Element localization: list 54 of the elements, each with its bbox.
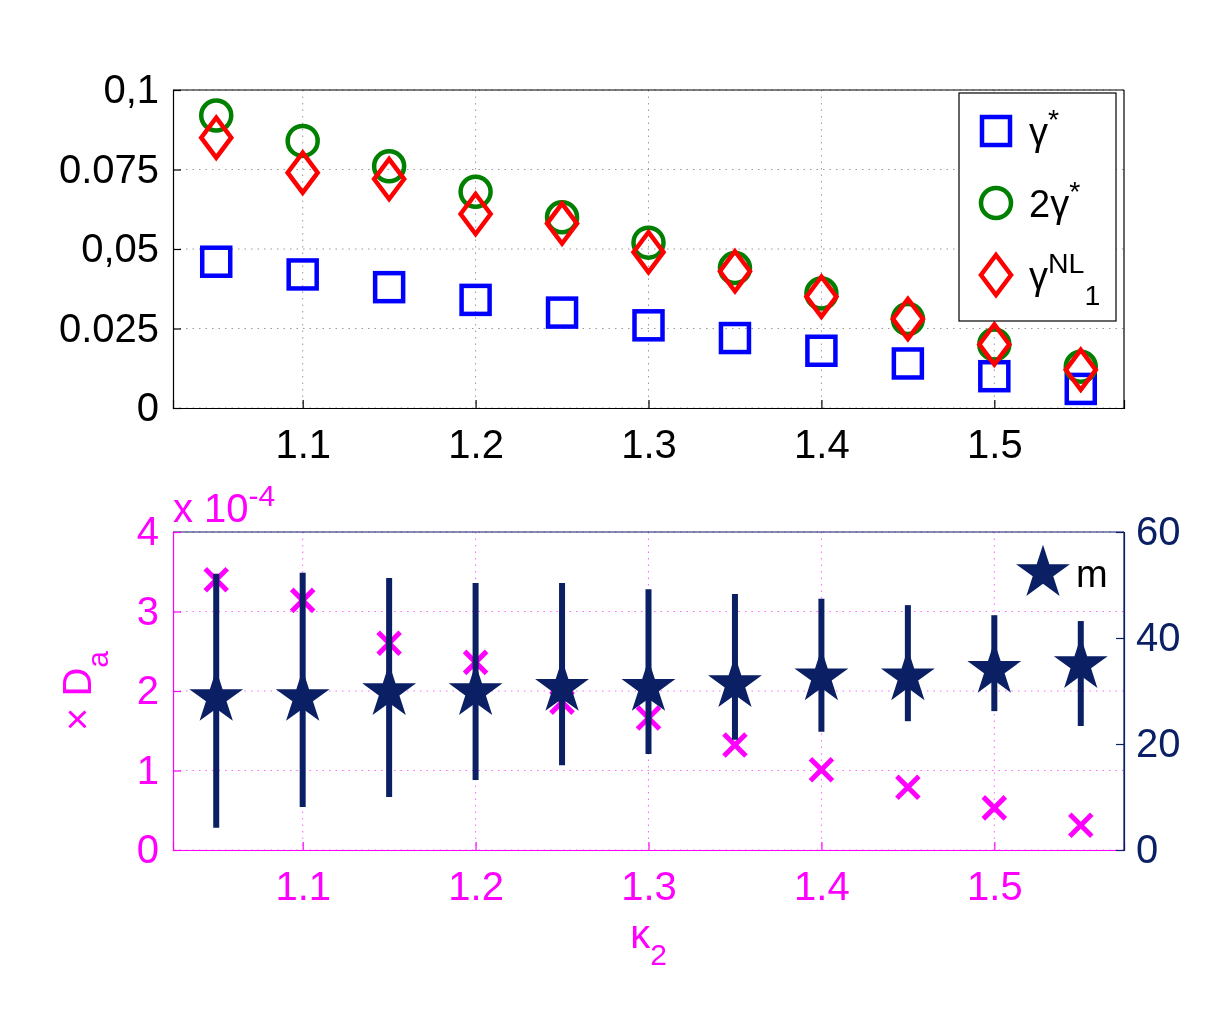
x-tick-label: 1.5	[967, 864, 1023, 909]
point	[459, 283, 492, 317]
point	[285, 150, 320, 195]
point	[371, 156, 407, 202]
point	[891, 347, 925, 380]
text: x 10$^{-4}$	[173, 478, 276, 530]
x-tick-label: 1.1	[275, 422, 331, 467]
point	[721, 731, 749, 759]
point	[717, 249, 753, 294]
y-tick-label: 4	[136, 509, 159, 554]
point	[372, 270, 406, 304]
y-tick-label: 0.025	[58, 305, 159, 350]
y2-tick-label: 40	[1136, 615, 1181, 660]
y-tick-label: 0.075	[58, 146, 159, 191]
point	[805, 334, 838, 368]
legend-label: 2γ$^{*}$	[1029, 175, 1081, 225]
point	[1067, 811, 1095, 839]
point	[198, 98, 234, 133]
point	[199, 245, 233, 278]
legend-label: γ$^{*}$	[1029, 103, 1060, 153]
x-tick-label: 1.3	[621, 422, 677, 467]
point	[286, 258, 319, 291]
point	[632, 309, 665, 342]
x-tick-label: 1.5	[967, 422, 1023, 467]
y-tick-label: 3	[136, 588, 159, 633]
x-tick-label: 1.3	[621, 864, 677, 909]
legend-label: m	[1076, 553, 1108, 595]
point	[1063, 347, 1099, 393]
point	[718, 321, 752, 355]
y2-tick-label: 0	[1136, 827, 1159, 872]
y-tick-label: 0,1	[103, 67, 159, 112]
y-tick-label: 0	[136, 827, 159, 872]
point	[807, 756, 835, 784]
point	[631, 229, 666, 275]
point	[804, 274, 839, 319]
x-tick-label: 1.1	[275, 864, 331, 909]
y-tick-label: 0,05	[81, 226, 159, 271]
y2-tick-label: 20	[1136, 721, 1181, 766]
y-tick-label: 2	[136, 668, 159, 713]
x-tick-label: 1.4	[794, 422, 850, 467]
x-tick-label: 1.2	[448, 864, 504, 909]
point	[458, 191, 493, 237]
point	[894, 773, 922, 801]
x-tick-label: 1.2	[448, 422, 504, 467]
point	[980, 794, 1008, 822]
point	[544, 201, 580, 246]
point	[978, 359, 1011, 393]
y-tick-label: 1	[136, 747, 159, 792]
y2-tick-label: 60	[1136, 509, 1181, 554]
y-tick-label: 0	[136, 385, 159, 430]
x-axis-title: κ$_{2}$	[630, 912, 667, 971]
point	[545, 296, 579, 329]
x-tick-label: 1.4	[794, 864, 850, 909]
point	[198, 115, 234, 160]
